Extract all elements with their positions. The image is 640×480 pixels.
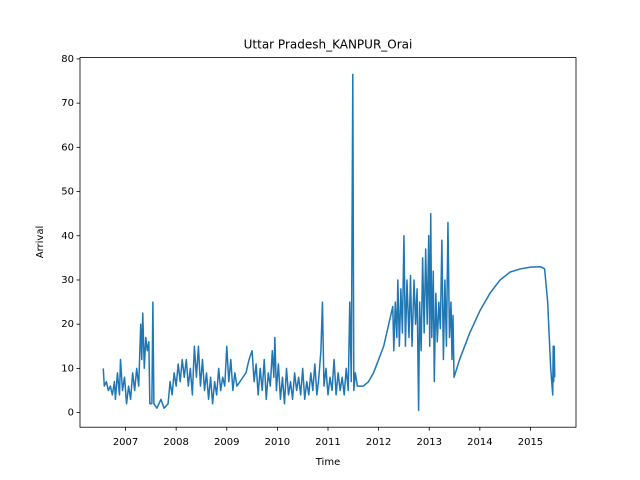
y-tick-label: 20 bbox=[61, 319, 74, 330]
y-tick-label: 70 bbox=[61, 98, 74, 109]
y-tick-label: 50 bbox=[61, 187, 74, 198]
x-tick-label: 2010 bbox=[265, 437, 290, 448]
y-axis-label: Arrival bbox=[35, 226, 46, 259]
y-tick-label: 30 bbox=[61, 275, 74, 286]
y-tick-label: 40 bbox=[61, 231, 74, 242]
x-tick-label: 2011 bbox=[315, 437, 340, 448]
data-line bbox=[102, 73, 556, 412]
x-tick-label: 2007 bbox=[113, 437, 138, 448]
y-tick-label: 80 bbox=[61, 54, 74, 65]
chart-title: Uttar Pradesh_KANPUR_Orai bbox=[244, 38, 413, 52]
x-tick-label: 2008 bbox=[163, 437, 188, 448]
y-tick-label: 0 bbox=[68, 408, 74, 419]
x-tick-label: 2014 bbox=[467, 437, 492, 448]
x-tick-label: 2012 bbox=[366, 437, 391, 448]
x-tick-label: 2013 bbox=[416, 437, 441, 448]
x-axis-label: Time bbox=[315, 457, 340, 468]
y-tick-label: 60 bbox=[61, 142, 74, 153]
y-tick-label: 10 bbox=[61, 363, 74, 374]
x-tick-label: 2009 bbox=[214, 437, 239, 448]
x-tick-label: 2015 bbox=[518, 437, 543, 448]
